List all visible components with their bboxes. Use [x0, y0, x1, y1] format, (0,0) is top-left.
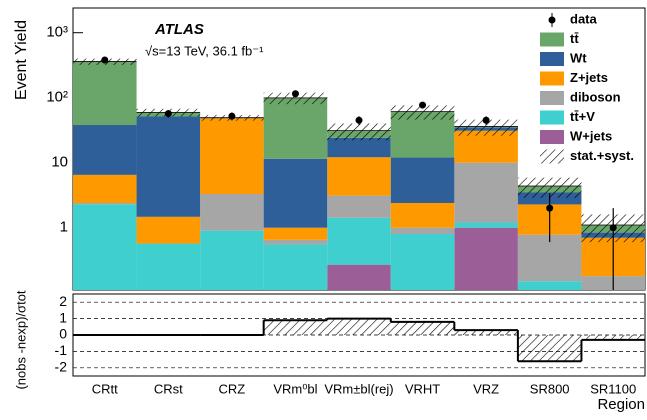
- bar-segment: [73, 62, 137, 125]
- legend-swatch: [540, 150, 564, 164]
- data-point: [546, 205, 553, 212]
- bar-segment: [73, 125, 137, 175]
- bar-segment: [264, 240, 328, 245]
- x-tick-label: VRm±bl(rej): [324, 381, 393, 396]
- bar-segment: [391, 228, 455, 234]
- bar-segment: [454, 223, 518, 228]
- bar-segment: [264, 228, 328, 240]
- bar-segment: [518, 281, 582, 290]
- x-tick-label: CRZ: [219, 381, 246, 396]
- bar-segment: [264, 98, 328, 159]
- bar-segment: [327, 157, 391, 195]
- bar-segment: [391, 158, 455, 203]
- bar-segment: [73, 204, 137, 290]
- y-tick-label: 1: [60, 219, 68, 236]
- legend-label: diboson: [570, 89, 621, 104]
- ratio-bar: [391, 322, 455, 335]
- data-point: [419, 102, 426, 109]
- ratio-tick-label: -1: [55, 342, 68, 358]
- legend-label: Z+jets: [570, 70, 608, 85]
- ratio-tick-label: -2: [55, 359, 68, 375]
- ratio-tick-label: 0: [59, 326, 67, 342]
- legend-label: W+jets: [570, 128, 612, 143]
- data-point: [483, 117, 490, 124]
- x-tick-label: VRZ: [473, 381, 499, 396]
- legend-label: stat.+syst.: [570, 148, 634, 163]
- bar-segment: [200, 194, 264, 231]
- legend-swatch: [540, 72, 564, 86]
- bar-segment: [200, 231, 264, 290]
- chart-title: ATLAS: [154, 21, 204, 38]
- bar-segment: [137, 116, 201, 216]
- subtitle: √s=13 TeV, 36.1 fb⁻¹: [145, 43, 264, 58]
- ratio-tick-label: 1: [59, 309, 67, 325]
- bar-segment: [73, 175, 137, 203]
- bar-segment: [73, 203, 137, 204]
- bar-segment: [137, 217, 201, 244]
- legend-label: data: [570, 11, 598, 26]
- data-point: [356, 117, 363, 124]
- x-tick-label: VRHT: [405, 381, 440, 396]
- legend-label: tt̄: [570, 31, 579, 46]
- bar-segment: [327, 265, 391, 290]
- data-point: [101, 57, 108, 64]
- data-point: [610, 224, 617, 231]
- legend-swatch: [540, 33, 564, 47]
- bar-segment: [264, 159, 328, 228]
- bar-segment: [327, 196, 391, 218]
- x-tick-label: SR800: [530, 381, 570, 396]
- ratio-bar: [327, 319, 391, 335]
- y-title: Event Yield: [13, 20, 30, 100]
- bar-segment: [454, 228, 518, 290]
- bar-segment: [391, 234, 455, 290]
- data-point: [228, 113, 235, 120]
- y-tick-label: 10²: [46, 89, 68, 106]
- bar-segment: [454, 163, 518, 223]
- ratio-y-title: (nobs -nexp)/σtot: [13, 290, 28, 389]
- x-tick-label: VRm⁰bl: [273, 381, 317, 396]
- ratio-tick-label: 2: [59, 293, 67, 309]
- legend-swatch: [540, 91, 564, 105]
- uncertainty-band: [327, 123, 391, 140]
- data-point: [165, 110, 172, 117]
- x-tick-label: CRst: [154, 381, 183, 396]
- bar-segment: [391, 203, 455, 228]
- ratio-bar: [518, 335, 582, 361]
- legend-label: tt̄+V: [570, 109, 595, 124]
- legend-swatch: [540, 130, 564, 144]
- y-tick-label: 10: [51, 154, 68, 171]
- bar-segment: [264, 245, 328, 290]
- y-tick-label: 10³: [46, 24, 68, 41]
- bar-segment: [200, 118, 264, 194]
- bar-segment: [327, 218, 391, 265]
- legend-swatch: [540, 52, 564, 66]
- legend-label: Wt: [570, 50, 587, 65]
- bar-segment: [327, 138, 391, 157]
- data-point: [292, 90, 299, 97]
- legend-swatch: [540, 111, 564, 125]
- ratio-bar: [264, 320, 328, 335]
- x-tick-label: SR1100: [590, 381, 636, 396]
- bar-segment: [137, 244, 201, 290]
- x-title: Region: [597, 396, 645, 413]
- x-tick-label: CRtt: [92, 381, 118, 396]
